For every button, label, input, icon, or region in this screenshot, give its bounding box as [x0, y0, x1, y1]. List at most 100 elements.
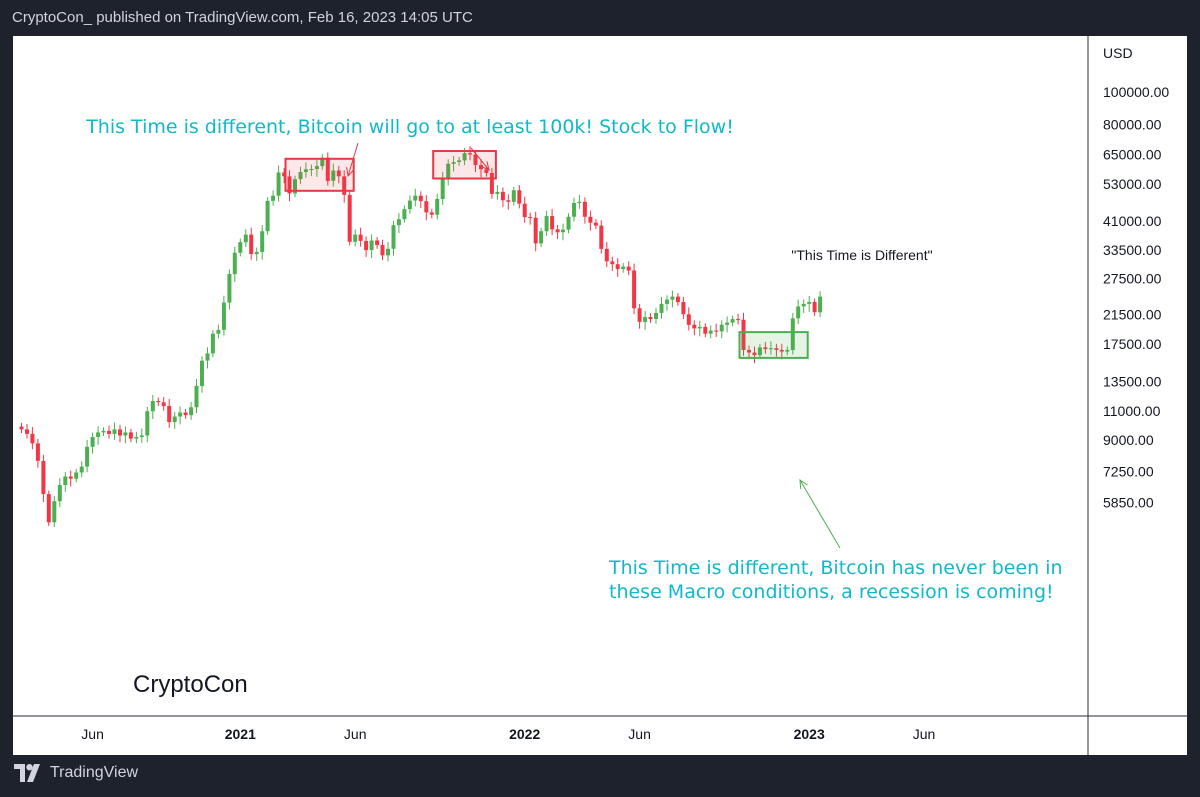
candle-body — [665, 299, 669, 304]
y-tick-label: 13500.00 — [1103, 374, 1162, 390]
candle-body — [424, 201, 429, 213]
candle-body — [468, 153, 472, 155]
candle-body — [112, 429, 117, 434]
x-tick-label: Jun — [628, 726, 651, 742]
candle-body — [254, 251, 259, 255]
candle-body — [52, 501, 57, 523]
candle-body — [68, 476, 73, 479]
candle-body — [457, 160, 462, 162]
y-tick-label: 80000.00 — [1103, 116, 1162, 132]
annotation-title: "This Time is Different" — [791, 247, 932, 263]
candle-body — [386, 248, 390, 256]
candle-body — [561, 229, 565, 233]
candle-body — [221, 302, 226, 330]
annotation-bottom-line1: This Time is different, Bitcoin has neve… — [608, 557, 1063, 579]
candle-body — [440, 178, 445, 199]
candle-body — [74, 472, 79, 479]
y-tick-label: 65000.00 — [1103, 146, 1162, 162]
candle-body — [686, 314, 691, 325]
candle-body — [451, 162, 456, 164]
candle-body — [200, 360, 204, 386]
arrow-top-2 — [470, 147, 490, 171]
candle-body — [774, 348, 779, 350]
candle-body — [763, 347, 768, 350]
candle-body — [489, 173, 494, 194]
candle-body — [566, 216, 571, 230]
candle-body — [511, 190, 516, 202]
candle-body — [139, 435, 144, 437]
tradingview-logo[interactable]: TradingView — [14, 764, 138, 782]
candle-body — [779, 349, 784, 352]
candle-body — [358, 234, 363, 241]
currency-label: USD — [1103, 45, 1133, 61]
candle-body — [134, 437, 139, 439]
highlight-box-top-1 — [284, 157, 355, 192]
candle-body — [479, 165, 483, 170]
candle-body — [407, 200, 412, 210]
candle-body — [692, 324, 697, 329]
candle-body — [85, 446, 90, 467]
candle-body — [249, 234, 254, 255]
candle-body — [550, 216, 555, 230]
candle-body — [610, 261, 615, 265]
x-tick-label: Jun — [913, 726, 936, 742]
candle-body — [506, 200, 511, 202]
candle-body — [30, 433, 35, 444]
candle-body — [79, 466, 84, 473]
candle-body — [752, 352, 757, 356]
candle-body — [331, 170, 336, 181]
annotation-top: This Time is different, Bitcoin will go … — [85, 116, 734, 138]
candle-body — [681, 302, 686, 315]
candle-body — [790, 318, 795, 350]
candle-body — [19, 426, 24, 430]
y-tick-label: 100000.00 — [1103, 84, 1169, 100]
candle-body — [375, 240, 380, 245]
candle-body — [418, 195, 423, 202]
candle-body — [801, 303, 806, 307]
candle-body — [172, 416, 177, 423]
chart-area[interactable] — [13, 36, 1187, 755]
highlight-box-top-2 — [432, 150, 497, 180]
author-watermark: CryptoCon — [133, 671, 248, 698]
y-tick-label: 17500.00 — [1103, 336, 1162, 352]
candle-body — [544, 216, 549, 232]
candle-body — [495, 191, 500, 194]
candle-body — [391, 225, 396, 249]
candles-group — [19, 146, 823, 527]
candle-body — [303, 169, 308, 172]
candle-body — [35, 443, 40, 461]
candle-body — [402, 209, 407, 220]
highlight-box-bottom — [738, 331, 809, 359]
candle-body — [189, 407, 194, 416]
candle-body — [670, 296, 675, 300]
candle-body — [161, 402, 166, 407]
candle-body — [210, 333, 215, 354]
candle-body — [25, 429, 29, 434]
candle-body — [364, 240, 369, 251]
candle-body — [539, 231, 544, 244]
candle-body — [604, 248, 609, 262]
candle-body — [719, 324, 724, 332]
candle-body — [156, 401, 161, 403]
candle-body — [90, 437, 95, 447]
x-tick-label: Jun — [81, 726, 104, 742]
candle-body — [336, 170, 341, 177]
candle-body — [282, 172, 287, 177]
candle-body — [593, 222, 598, 226]
candle-body — [626, 266, 631, 271]
y-tick-label: 7250.00 — [1103, 464, 1154, 480]
candle-body — [747, 349, 751, 353]
candle-body — [298, 172, 303, 180]
candle-body — [41, 460, 46, 495]
arrow-top-1-head — [346, 167, 355, 178]
candle-body — [500, 191, 505, 201]
candle-body — [768, 348, 773, 350]
arrow-top-2-head — [480, 161, 490, 171]
candle-body — [643, 317, 648, 322]
candle-body — [785, 349, 790, 352]
candle-body — [178, 412, 183, 417]
candle-body — [599, 225, 604, 249]
candle-body — [63, 476, 68, 485]
y-tick-label: 21500.00 — [1103, 306, 1162, 322]
